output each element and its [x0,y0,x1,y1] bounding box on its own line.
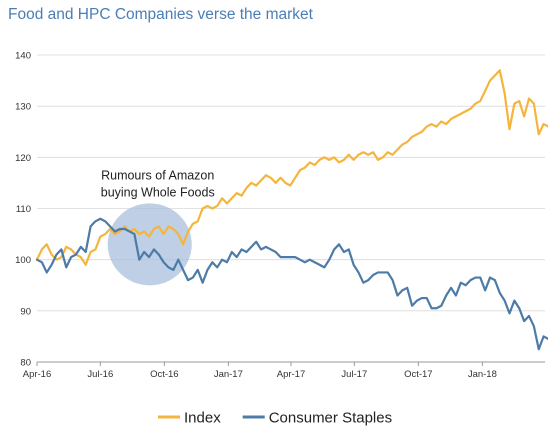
x-tick-label: Oct-17 [404,369,433,380]
x-tick-label: Jul-16 [87,369,113,380]
legend-label: Consumer Staples [269,410,392,427]
x-tick-label: Jan-18 [468,369,497,380]
y-tick-label: 100 [15,255,31,266]
series-lines [35,69,548,351]
x-tick-label: Apr-16 [23,369,52,380]
y-tick-label: 130 [15,102,31,113]
y-tick-label: 120 [15,153,31,164]
annotation-text: buying Whole Foods [101,185,215,199]
x-tick-label: Apr-17 [277,369,306,380]
x-tick-label: Jul-17 [341,369,367,380]
annotation-layer: Rumours of Amazon buying Whole Foods [101,168,215,286]
y-tick-label: 90 [20,306,31,317]
annotation-text: Rumours of Amazon [101,168,214,182]
gridlines [37,54,545,312]
series-line [35,217,548,351]
y-tick-label: 110 [16,204,31,215]
y-tick-label: 80 [20,358,31,369]
highlight-circle [107,203,192,286]
y-tick-label: 140 [15,51,31,62]
legend-label: Index [184,410,221,427]
x-tick-label: Jan-17 [214,369,243,380]
chart-title: Food and HPC Companies verse the market [8,6,313,23]
x-tick-label: Oct-16 [150,369,179,380]
legend: Index Consumer Staples [158,410,392,427]
axes: 80 90 100 110 120 130 140 Apr-16 Jul-16 Oct-16 Jan… [15,51,545,380]
